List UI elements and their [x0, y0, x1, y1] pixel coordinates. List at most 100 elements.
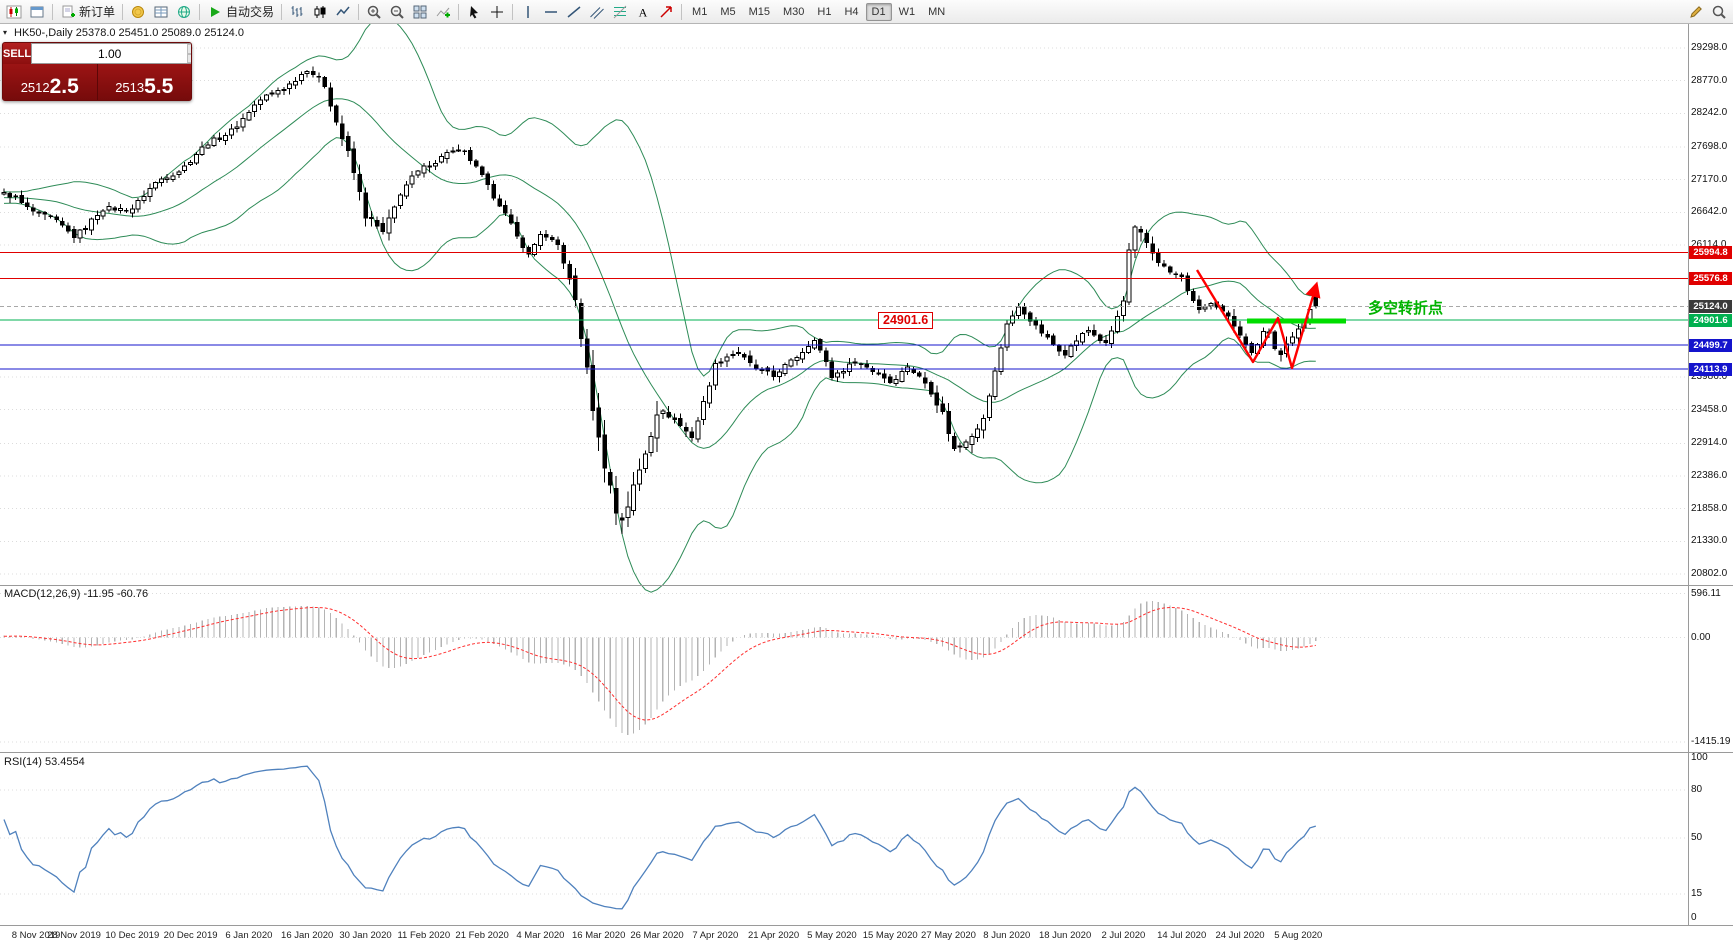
date-axis-label[interactable]: 2 Jul 2020 — [1101, 930, 1146, 941]
date-axis-label[interactable]: 30 Jan 2020 — [339, 930, 392, 941]
text-label-icon: A — [635, 4, 651, 20]
bollinger-bands — [3, 15, 1316, 593]
support-segment[interactable] — [1247, 318, 1346, 324]
price-axis-label[interactable]: 28770.0 — [1691, 74, 1728, 86]
sell-price-big: 2.5 — [49, 75, 79, 98]
timeframe-h4-button[interactable]: H4 — [844, 5, 859, 18]
rsi-axis-label: 80 — [1691, 784, 1703, 795]
vertical-line-button[interactable] — [517, 2, 539, 22]
one-click-toggle-icon[interactable]: ▾ — [3, 28, 8, 37]
price-level-annotation[interactable]: 24901.6 — [878, 312, 934, 329]
price-axis-label[interactable]: 26114.0 — [1691, 239, 1727, 251]
date-axis-label[interactable]: 21 Feb 2020 — [455, 930, 509, 941]
toolbar-separator — [358, 3, 360, 20]
date-axis-label[interactable]: 27 May 2020 — [921, 930, 976, 941]
horizontal-level-lines — [0, 252, 1688, 370]
date-axis-label[interactable]: 5 Aug 2020 — [1274, 930, 1323, 941]
date-axis-label[interactable]: 16 Mar 2020 — [572, 930, 626, 941]
buy-price[interactable]: 2513 5.5 — [98, 64, 192, 100]
toolbar-separator — [512, 3, 514, 20]
zigzag-arrow[interactable] — [1195, 269, 1321, 370]
date-axis-label[interactable]: 4 Mar 2020 — [516, 930, 565, 941]
crosshair-button[interactable] — [486, 2, 508, 22]
crosshair-icon — [489, 4, 505, 20]
date-axis-label[interactable]: 10 Dec 2019 — [105, 930, 160, 941]
timeframe-h1-button[interactable]: H1 — [817, 5, 832, 18]
toolbar-separator — [458, 3, 460, 20]
price-axis-label[interactable]: 23986.0 — [1691, 370, 1728, 382]
timeframe-m1-button[interactable]: M1 — [692, 5, 708, 18]
timeframe-mn-button[interactable]: MN — [928, 5, 946, 18]
date-axis-label[interactable]: 18 Jun 2020 — [1038, 930, 1092, 941]
timeframe-d1-button[interactable]: D1 — [865, 2, 892, 21]
timeframe-w1-button[interactable]: W1 — [898, 5, 916, 18]
date-axis-label[interactable]: 26 Mar 2020 — [630, 930, 684, 941]
search-button[interactable] — [1708, 2, 1730, 22]
price-axis-label[interactable]: 21858.0 — [1691, 502, 1728, 514]
date-axis-label[interactable]: 6 Jan 2020 — [225, 930, 273, 941]
candlestick-chart-button[interactable] — [309, 2, 331, 22]
community-button[interactable] — [173, 2, 195, 22]
indicators-button[interactable] — [432, 2, 454, 22]
timeframe-m30-button[interactable]: M30 — [783, 5, 805, 18]
sell-price[interactable]: 2512 2.5 — [3, 64, 97, 100]
date-axis-label[interactable]: 20 Dec 2019 — [163, 930, 218, 941]
price-axis-label[interactable]: 20802.0 — [1691, 568, 1728, 579]
price-axis-label[interactable]: 27698.0 — [1691, 141, 1728, 152]
zoom-out-button[interactable] — [386, 2, 408, 22]
date-axis-label[interactable]: 5 May 2020 — [807, 930, 857, 941]
date-axis-label[interactable]: 14 Jul 2020 — [1157, 930, 1207, 941]
volume-down-icon[interactable]: ▼ — [187, 53, 191, 63]
new-order-button[interactable]: 新订单 — [57, 2, 118, 22]
price-axis-label[interactable]: 26642.0 — [1691, 206, 1728, 218]
date-axis-label[interactable]: 24 Jul 2020 — [1215, 930, 1265, 941]
price-axis-label[interactable]: 21330.0 — [1691, 535, 1728, 547]
fibonacci-button[interactable] — [609, 2, 631, 22]
bar-chart-button[interactable] — [286, 2, 308, 22]
horizontal-line-button[interactable] — [540, 2, 562, 22]
date-axis-label[interactable]: 28 Nov 2019 — [47, 930, 101, 941]
zoom-out-icon — [389, 4, 405, 20]
edit-button[interactable] — [1685, 2, 1707, 22]
data-window-button[interactable] — [150, 2, 172, 22]
autotrading-label: 自动交易 — [226, 5, 275, 19]
price-axis-label[interactable]: 28242.0 — [1691, 107, 1728, 119]
price-axis-label[interactable]: 22914.0 — [1691, 437, 1728, 449]
cursor-button[interactable] — [463, 2, 485, 22]
tile-windows-button[interactable] — [409, 2, 431, 22]
timeframe-m5-button[interactable]: M5 — [720, 5, 736, 18]
date-axis-label[interactable]: 21 Apr 2020 — [747, 930, 800, 941]
trendline-icon — [566, 4, 582, 20]
market-watch-button[interactable] — [127, 2, 149, 22]
arrows-button[interactable] — [655, 2, 677, 22]
bar-chart-icon — [289, 4, 305, 20]
equidistant-channel-button[interactable] — [586, 2, 608, 22]
chart-profiles-button[interactable] — [26, 2, 48, 22]
date-axis-label[interactable]: 16 Jan 2020 — [281, 930, 334, 941]
trendline-button[interactable] — [563, 2, 585, 22]
volume-input[interactable] — [32, 44, 188, 63]
date-axis-label[interactable]: 15 May 2020 — [862, 930, 918, 941]
price-axis-label[interactable]: 23458.0 — [1691, 403, 1728, 415]
volume-up-icon[interactable]: ▲ — [187, 44, 191, 54]
rsi-axis-label: 0 — [1691, 912, 1697, 923]
date-axis-label[interactable]: 8 Nov 2019 — [11, 930, 61, 941]
date-axis-label[interactable]: 11 Feb 2020 — [397, 930, 451, 941]
autotrading-button[interactable]: 自动交易 — [204, 2, 277, 22]
horizontal-line-icon — [543, 4, 559, 20]
new-chart-button[interactable] — [3, 2, 25, 22]
timeframe-m15-button[interactable]: M15 — [748, 5, 770, 18]
price-axis-label[interactable]: 22386.0 — [1691, 470, 1728, 481]
line-chart-button[interactable] — [332, 2, 354, 22]
date-axis-label[interactable]: 7 Apr 2020 — [692, 930, 739, 941]
line-chart-icon — [335, 4, 351, 20]
date-axis-label[interactable]: 8 Jun 2020 — [983, 930, 1031, 941]
zoom-in-button[interactable] — [363, 2, 385, 22]
price-axis-label[interactable]: 27170.0 — [1691, 173, 1728, 185]
text-label-button[interactable]: A — [632, 2, 654, 22]
price-axis-label[interactable]: 29298.0 — [1691, 42, 1728, 53]
sell-button[interactable]: SELL — [3, 43, 32, 64]
turning-point-annotation[interactable]: 多空转折点 — [1368, 300, 1444, 317]
